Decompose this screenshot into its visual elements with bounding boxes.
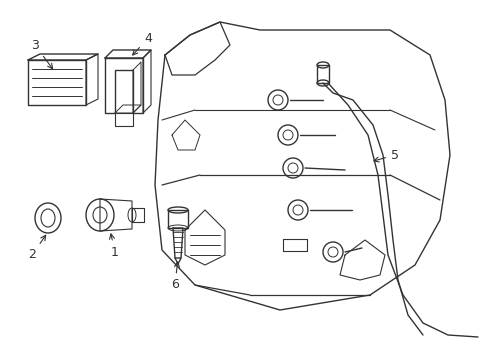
Text: 2: 2 <box>28 235 45 261</box>
Text: 6: 6 <box>171 262 179 292</box>
Text: 3: 3 <box>31 39 53 69</box>
Text: 1: 1 <box>109 234 119 258</box>
Text: 5: 5 <box>373 149 398 162</box>
Text: 4: 4 <box>132 32 152 55</box>
